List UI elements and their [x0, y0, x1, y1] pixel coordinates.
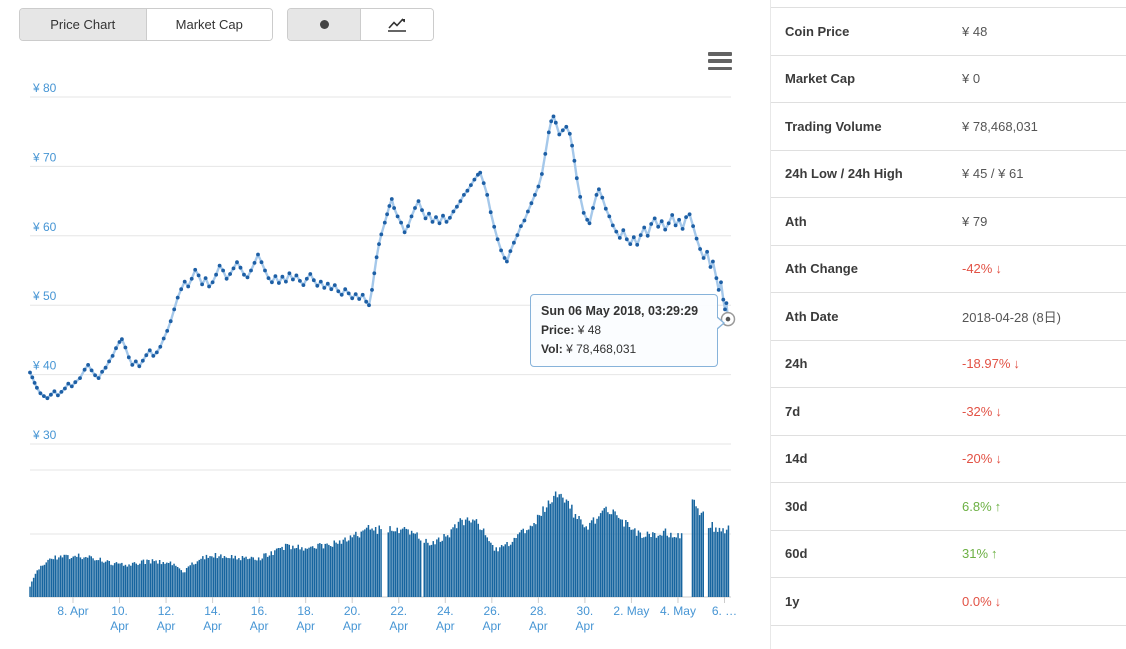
up-arrow-icon: ↑	[994, 498, 1002, 514]
x-axis-tick-label: 18.	[297, 604, 314, 618]
chart-style-toggle	[287, 8, 434, 41]
hamburger-menu-icon	[708, 52, 732, 56]
price-series	[28, 114, 730, 401]
scatter-style-button[interactable]	[288, 9, 360, 40]
x-axis-tick-label: Apr	[157, 619, 176, 633]
x-axis-tick-label: Apr	[343, 619, 362, 633]
x-axis-tick-label: 14.	[204, 604, 221, 618]
tab-market-cap[interactable]: Market Cap	[145, 9, 272, 40]
x-axis-tick-label: Apr	[203, 619, 222, 633]
x-axis-tick-label: 24.	[437, 604, 454, 618]
stat-value: 31% ↑	[962, 546, 998, 562]
tooltip-volume: Vol: ¥ 78,468,031	[541, 341, 637, 356]
stat-label: 24h	[785, 356, 808, 372]
down-arrow-icon: ↓	[995, 261, 1002, 277]
stat-row: 14d -20% ↓	[771, 436, 1126, 483]
stat-value: 6.8% ↑	[962, 498, 1002, 514]
y-axis-tick-label: ¥ 70	[32, 150, 57, 164]
stat-row: 24h -18.97% ↓	[771, 341, 1126, 388]
stat-label: Ath Change	[785, 261, 858, 277]
stat-label: Market Cap	[785, 71, 856, 87]
stat-row: Ath Date 2018-04-28 (8日)	[771, 293, 1126, 341]
stat-value: -32% ↓	[962, 403, 1002, 419]
stat-label: 1y	[785, 593, 800, 609]
stat-row: 7d -32% ↓	[771, 388, 1126, 436]
x-axis-tick-label: 20.	[344, 604, 361, 618]
stat-label: 60d	[785, 546, 808, 562]
down-arrow-icon: ↓	[995, 451, 1002, 467]
stat-value: -18.97% ↓	[962, 356, 1020, 372]
tooltip-price: Price: ¥ 48	[541, 323, 602, 338]
stat-row: Ath ¥ 79	[771, 198, 1126, 246]
x-axis-tick-label: 28.	[530, 604, 547, 618]
stat-label: Ath	[785, 213, 807, 229]
stat-value: ¥ 0	[962, 71, 981, 87]
x-axis-tick-label: Apr	[529, 619, 548, 633]
axis-labels: ¥ 80¥ 70¥ 60¥ 50¥ 40¥ 308. Apr 10.Apr12.A…	[32, 81, 737, 633]
chart-type-toggle: Price Chart Market Cap	[19, 8, 273, 41]
stat-label: Coin Price	[785, 23, 850, 39]
stat-label: Trading Volume	[785, 118, 882, 134]
y-axis-tick-label: ¥ 40	[32, 359, 57, 373]
price-volume-chart[interactable]: ¥ 80¥ 70¥ 60¥ 50¥ 40¥ 308. Apr 10.Apr12.A…	[0, 0, 770, 649]
stat-row: Ath Change -42% ↓	[771, 246, 1126, 293]
scatter-dot-icon	[319, 20, 329, 29]
stat-label: 14d	[785, 451, 808, 467]
coin-stats-panel: Coin Price ¥ 48 Market Cap ¥ 0 Trading Volum…	[770, 0, 1126, 649]
x-axis-tick-label: 30.	[577, 604, 594, 618]
stat-value: -42% ↓	[962, 261, 1002, 277]
y-axis-tick-label: ¥ 60	[32, 220, 57, 234]
stat-row: Trading Volume ¥ 78,468,031	[771, 103, 1126, 151]
down-arrow-icon: ↓	[995, 403, 1002, 419]
coin-stats-table: Coin Price ¥ 48 Market Cap ¥ 0 Trading Volum…	[771, 7, 1126, 626]
x-axis-tick-label: Apr	[576, 619, 595, 633]
x-axis-tick-label: 2. May	[613, 604, 649, 618]
stat-value: -20% ↓	[962, 451, 1002, 467]
x-axis-tick-label: Apr	[389, 619, 408, 633]
stat-value: ¥ 48	[962, 23, 988, 39]
x-axis-tick-label: 12.	[158, 604, 175, 618]
down-arrow-icon: ↓	[994, 593, 1002, 609]
x-axis-tick-label: 22.	[390, 604, 407, 618]
x-axis-tick-label: Apr	[482, 619, 501, 633]
down-arrow-icon: ↓	[1013, 356, 1020, 372]
y-axis-tick-label: ¥ 30	[32, 428, 57, 442]
x-axis-tick-label: 6. …	[712, 604, 737, 618]
stat-row: 30d 6.8% ↑	[771, 483, 1126, 531]
x-axis-tick-label: 8. Apr	[57, 604, 88, 618]
x-axis-tick-label: Apr	[296, 619, 315, 633]
stat-row: Market Cap ¥ 0	[771, 56, 1126, 103]
x-axis-tick-label: Apr	[110, 619, 129, 633]
line-style-button[interactable]	[360, 9, 433, 40]
chart-context-menu-button[interactable]	[708, 52, 732, 70]
x-axis-tick-label: 26.	[483, 604, 500, 618]
stat-value: 0.0% ↓	[962, 593, 1002, 609]
stat-value: 2018-04-28 (8日)	[962, 309, 1061, 325]
stat-label: Ath Date	[785, 308, 839, 324]
stat-value: ¥ 79	[962, 213, 988, 229]
volume-series	[29, 491, 730, 597]
stat-row: 60d 31% ↑	[771, 531, 1126, 578]
stat-row: Coin Price ¥ 48	[771, 8, 1126, 56]
stat-label: 7d	[785, 403, 801, 419]
stat-label: 24h Low / 24h High	[785, 166, 903, 182]
y-axis-tick-label: ¥ 50	[32, 289, 57, 303]
x-axis-tick-label: Apr	[436, 619, 455, 633]
up-arrow-icon: ↑	[991, 546, 998, 562]
stat-value: ¥ 45 / ¥ 61	[962, 166, 1024, 182]
y-axis-tick-label: ¥ 80	[32, 81, 57, 95]
line-chart-icon	[388, 17, 406, 32]
stat-row: 1y 0.0% ↓	[771, 578, 1126, 626]
stat-label: 30d	[785, 498, 808, 514]
x-axis-tick-label: 4. May	[660, 604, 696, 618]
stat-row: 24h Low / 24h High ¥ 45 / ¥ 61	[771, 151, 1126, 198]
tab-price-chart[interactable]: Price Chart	[20, 9, 146, 40]
x-axis-tick-label: 16.	[251, 604, 268, 618]
stat-value: ¥ 78,468,031	[962, 118, 1038, 134]
chart-tooltip: Sun 06 May 2018, 03:29:29 Price: ¥ 48 Vo…	[530, 294, 725, 367]
x-axis-tick-label: Apr	[250, 619, 269, 633]
tooltip-date: Sun 06 May 2018, 03:29:29	[541, 304, 699, 318]
x-axis-tick-label: 10.	[111, 604, 128, 618]
